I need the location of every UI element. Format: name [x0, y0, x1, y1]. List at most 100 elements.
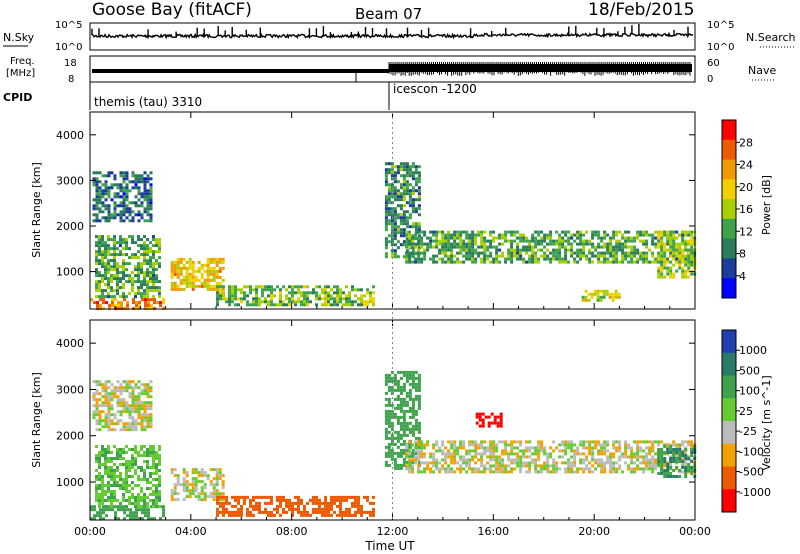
heatmap-cell: [648, 452, 652, 456]
heatmap-cell: [279, 294, 282, 298]
heatmap-cell: [155, 451, 158, 454]
heatmap-cell: [119, 398, 123, 402]
heatmap-cell: [339, 504, 342, 508]
heatmap-cell: [197, 284, 201, 288]
heatmap-cell: [687, 440, 691, 444]
heatmap-cell: [155, 472, 158, 475]
heatmap-cell: [414, 245, 418, 249]
heatmap-cell: [246, 495, 249, 499]
heatmap-cell: [543, 461, 547, 465]
heatmap-cell: [537, 248, 541, 252]
heatmap-cell: [143, 410, 147, 414]
heatmap-cell: [465, 464, 469, 468]
heatmap-cell: [101, 445, 104, 448]
heatmap-cell: [240, 495, 243, 499]
heatmap-cell: [405, 180, 409, 184]
heatmap-cell: [486, 245, 490, 249]
heatmap-cell: [684, 472, 688, 475]
heatmap-cell: [134, 401, 138, 405]
heatmap-cell: [402, 412, 406, 416]
heatmap-cell: [468, 236, 472, 240]
heatmap-cell: [411, 412, 415, 416]
heatmap-cell: [116, 292, 119, 296]
heatmap-cell: [564, 440, 568, 444]
heatmap-cell: [104, 451, 107, 454]
heatmap-cell: [399, 388, 403, 392]
heatmap-cell: [107, 469, 110, 472]
heatmap-cell: [657, 440, 661, 444]
heatmap-cell: [297, 291, 300, 295]
heatmap-cell: [594, 254, 598, 258]
heatmap-cell: [591, 236, 595, 240]
heatmap-cell: [414, 231, 418, 235]
heatmap-cell: [420, 452, 424, 456]
heatmap-cell: [131, 407, 135, 411]
heatmap-cell: [101, 274, 104, 278]
heatmap-cell: [411, 251, 415, 255]
heatmap-cell: [357, 495, 360, 499]
heatmap-cell: [92, 183, 96, 187]
heatmap-cell: [617, 295, 621, 299]
heatmap-cell: [489, 443, 493, 447]
heatmap-cell: [345, 510, 348, 514]
heatmap-cell: [399, 243, 403, 247]
heatmap-cell: [496, 421, 500, 425]
heatmap-cell: [119, 216, 123, 220]
heatmap-cell: [396, 436, 400, 440]
heatmap-cell: [684, 257, 688, 261]
heatmap-cell: [675, 248, 679, 252]
heatmap-cell: [669, 460, 673, 463]
heatmap-cell: [471, 467, 475, 471]
heatmap-cell: [489, 260, 493, 264]
heatmap-cell: [534, 251, 538, 255]
heatmap-cell: [107, 484, 110, 487]
heatmap-cell: [146, 466, 149, 469]
heatmap-cell: [101, 490, 104, 493]
heatmap-cell: [678, 454, 682, 457]
heatmap-cell: [141, 517, 144, 521]
heatmap-cell: [450, 254, 454, 258]
heatmap-cell: [158, 247, 161, 251]
heatmap-cell: [203, 483, 207, 487]
heatmap-cell: [546, 455, 550, 459]
heatmap-cell: [678, 443, 682, 447]
heatmap-cell: [504, 260, 508, 264]
heatmap-cell: [231, 291, 234, 295]
heatmap-cell: [318, 285, 321, 289]
heatmap-cell: [633, 236, 637, 240]
heatmap-cell: [135, 514, 138, 518]
heatmap-cell: [579, 452, 583, 456]
heatmap-cell: [99, 304, 102, 308]
heatmap-cell: [399, 466, 403, 470]
heatmap-cell: [546, 254, 550, 258]
heatmap-cell: [669, 266, 673, 270]
heatmap-cell: [681, 458, 685, 462]
heatmap-cell: [468, 254, 472, 258]
heatmap-cell: [182, 263, 186, 267]
heatmap-cell: [405, 376, 409, 380]
heatmap-cell: [513, 251, 517, 255]
heatmap-cell: [420, 449, 424, 453]
heatmap-cell: [477, 254, 481, 258]
heatmap-cell: [384, 373, 388, 377]
heatmap-cell: [149, 289, 152, 293]
heatmap-cell: [125, 192, 129, 196]
heatmap-cell: [273, 507, 276, 511]
heatmap-cell: [672, 469, 676, 472]
heatmap-cell: [411, 397, 415, 401]
heatmap-cell: [279, 513, 282, 517]
heatmap-cell: [315, 507, 318, 511]
heatmap-cell: [135, 304, 138, 308]
heatmap-cell: [582, 254, 586, 258]
heatmap-cell: [113, 395, 117, 399]
heatmap-cell: [402, 427, 406, 431]
heatmap-cell: [408, 239, 412, 243]
heatmap-cell: [426, 245, 430, 249]
heatmap-cell: [399, 195, 403, 199]
heatmap-cell: [474, 251, 478, 255]
heatmap-cell: [669, 269, 673, 273]
heatmap-cell: [384, 415, 388, 419]
heatmap-cell: [336, 291, 339, 295]
heatmap-cell: [399, 424, 403, 428]
heatmap-cell: [324, 291, 327, 295]
